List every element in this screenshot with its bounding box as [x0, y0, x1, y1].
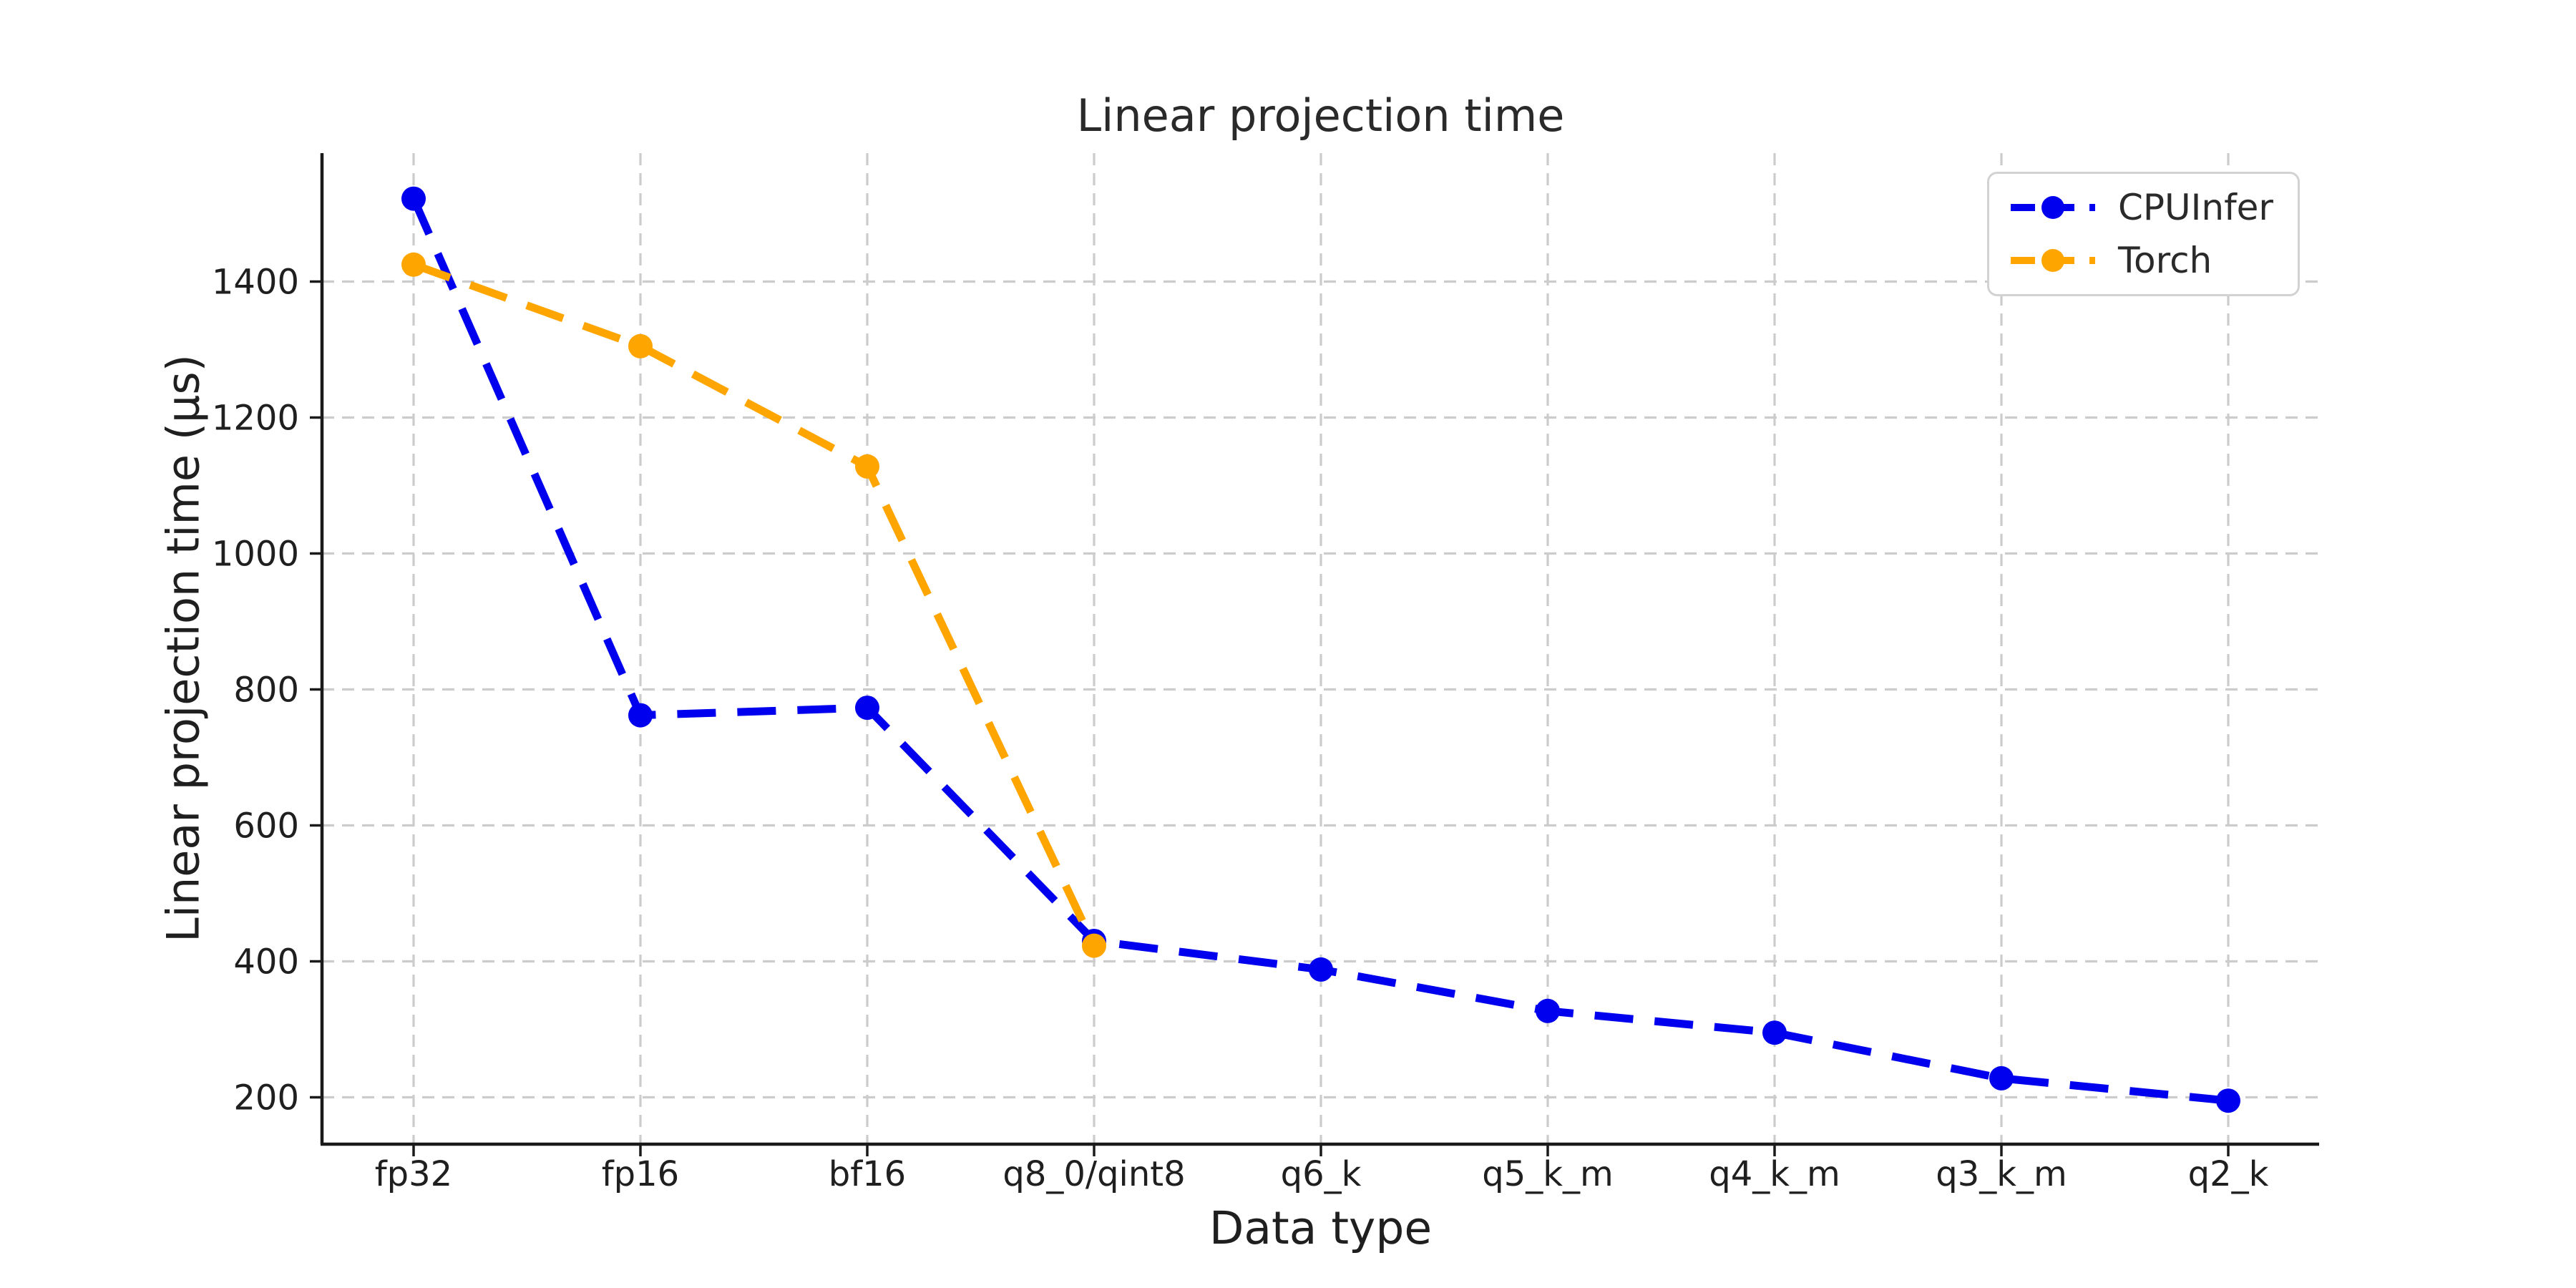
svg-text:q4_k_m: q4_k_m	[1709, 1154, 1840, 1194]
legend: CPUInfer Torch	[1986, 172, 2300, 296]
svg-text:q2_k: q2_k	[2188, 1154, 2269, 1194]
svg-text:q8_0/qint8: q8_0/qint8	[1002, 1154, 1185, 1194]
chart-title: Linear projection time	[1076, 89, 1565, 142]
svg-text:fp32: fp32	[375, 1154, 452, 1194]
svg-text:q5_k_m: q5_k_m	[1482, 1154, 1614, 1194]
legend-label: CPUInfer	[2117, 187, 2273, 228]
svg-text:800: 800	[233, 670, 299, 711]
svg-text:1400: 1400	[212, 263, 299, 303]
legend-dashed-line-marker-icon	[2010, 249, 2095, 272]
y-axis-label: Linear projection time (μs)	[157, 354, 210, 942]
x-axis-label: Data type	[1209, 1202, 1433, 1254]
svg-text:q6_k: q6_k	[1281, 1154, 1362, 1194]
svg-text:200: 200	[233, 1078, 299, 1118]
legend-item-cpuinfer: CPUInfer	[2008, 187, 2273, 228]
legend-item-torch: Torch	[2008, 240, 2273, 281]
svg-text:1000: 1000	[212, 535, 299, 575]
svg-text:600: 600	[233, 806, 299, 847]
svg-text:q3_k_m: q3_k_m	[1936, 1154, 2067, 1194]
svg-text:fp16: fp16	[602, 1154, 679, 1194]
legend-dashed-line-marker-icon	[2010, 196, 2095, 219]
svg-text:bf16: bf16	[829, 1154, 906, 1194]
svg-text:1200: 1200	[212, 399, 299, 439]
svg-text:400: 400	[233, 942, 299, 982]
legend-label: Torch	[2117, 240, 2212, 281]
